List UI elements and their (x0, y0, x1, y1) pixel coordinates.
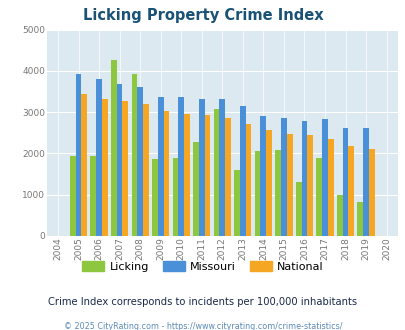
Bar (131, 74, 137, 236)
Bar (347, 146, 353, 236)
Bar (193, 142, 198, 236)
Bar (245, 124, 251, 236)
Bar (198, 99, 204, 236)
Bar (336, 195, 342, 236)
Bar (286, 134, 292, 236)
Bar (295, 182, 301, 236)
Bar (219, 99, 225, 236)
Bar (183, 114, 190, 236)
Bar (81, 94, 87, 236)
Bar (225, 117, 230, 236)
Bar (234, 170, 239, 236)
Text: © 2025 CityRating.com - https://www.cityrating.com/crime-statistics/: © 2025 CityRating.com - https://www.city… (64, 322, 341, 330)
Bar (260, 115, 266, 236)
Bar (143, 104, 148, 236)
Bar (122, 102, 128, 236)
Bar (342, 128, 347, 236)
Bar (70, 155, 75, 236)
Bar (275, 150, 280, 236)
Text: Licking Property Crime Index: Licking Property Crime Index (83, 8, 322, 23)
Bar (368, 148, 374, 236)
Bar (178, 97, 183, 236)
Bar (327, 139, 333, 236)
Bar (315, 158, 321, 236)
Legend: Licking, Missouri, National: Licking, Missouri, National (82, 261, 323, 272)
Bar (356, 202, 362, 236)
Bar (137, 87, 143, 236)
Bar (90, 156, 96, 236)
Bar (111, 60, 116, 236)
Bar (321, 119, 327, 236)
Bar (151, 159, 158, 236)
Text: Crime Index corresponds to incidents per 100,000 inhabitants: Crime Index corresponds to incidents per… (48, 297, 357, 307)
Bar (301, 121, 307, 236)
Bar (362, 128, 368, 236)
Bar (239, 107, 245, 236)
Bar (280, 117, 286, 236)
Bar (254, 151, 260, 236)
Bar (266, 130, 271, 236)
Bar (102, 99, 107, 236)
Bar (172, 158, 178, 236)
Bar (116, 84, 122, 236)
Bar (75, 74, 81, 236)
Bar (163, 111, 169, 236)
Bar (158, 97, 163, 236)
Bar (204, 115, 210, 236)
Bar (213, 109, 219, 236)
Bar (307, 135, 312, 236)
Bar (96, 79, 102, 236)
